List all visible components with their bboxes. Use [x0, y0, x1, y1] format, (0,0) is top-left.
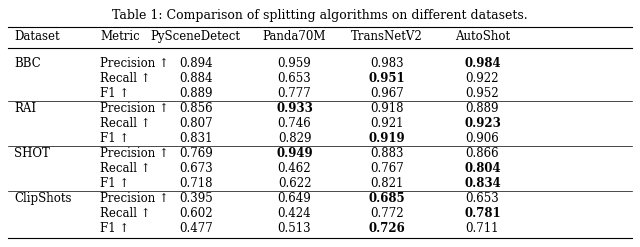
Text: 0.804: 0.804	[464, 162, 501, 175]
Text: 0.746: 0.746	[278, 117, 312, 130]
Text: 0.513: 0.513	[278, 222, 311, 235]
Text: 0.866: 0.866	[466, 147, 499, 160]
Text: 0.884: 0.884	[179, 72, 212, 85]
Text: 0.923: 0.923	[464, 117, 501, 130]
Text: 0.602: 0.602	[179, 207, 212, 220]
Text: 0.952: 0.952	[466, 87, 499, 100]
Text: 0.395: 0.395	[179, 192, 212, 205]
Text: 0.767: 0.767	[370, 162, 404, 175]
Text: 0.983: 0.983	[370, 57, 404, 70]
Text: F1 ↑: F1 ↑	[100, 222, 129, 235]
Text: 0.462: 0.462	[278, 162, 311, 175]
Text: 0.919: 0.919	[369, 132, 405, 145]
Text: F1 ↑: F1 ↑	[100, 87, 129, 100]
Text: 0.984: 0.984	[464, 57, 501, 70]
Text: 0.649: 0.649	[278, 192, 312, 205]
Text: 0.834: 0.834	[464, 177, 501, 190]
Text: 0.951: 0.951	[369, 72, 405, 85]
Text: 0.889: 0.889	[466, 102, 499, 115]
Text: 0.726: 0.726	[369, 222, 405, 235]
Text: 0.906: 0.906	[466, 132, 499, 145]
Text: 0.918: 0.918	[370, 102, 404, 115]
Text: 0.718: 0.718	[179, 177, 212, 190]
Text: Recall ↑: Recall ↑	[100, 207, 151, 220]
Text: 0.949: 0.949	[276, 147, 313, 160]
Text: AutoShot: AutoShot	[455, 30, 510, 43]
Text: 0.769: 0.769	[179, 147, 212, 160]
Text: 0.831: 0.831	[179, 132, 212, 145]
Text: 0.959: 0.959	[278, 57, 312, 70]
Text: Recall ↑: Recall ↑	[100, 162, 151, 175]
Text: Precision ↑: Precision ↑	[100, 102, 169, 115]
Text: 0.772: 0.772	[370, 207, 404, 220]
Text: 0.424: 0.424	[278, 207, 311, 220]
Text: 0.922: 0.922	[466, 72, 499, 85]
Text: 0.889: 0.889	[179, 87, 212, 100]
Text: 0.921: 0.921	[370, 117, 404, 130]
Text: 0.894: 0.894	[179, 57, 212, 70]
Text: 0.807: 0.807	[179, 117, 212, 130]
Text: Precision ↑: Precision ↑	[100, 147, 169, 160]
Text: TransNetV2: TransNetV2	[351, 30, 423, 43]
Text: Dataset: Dataset	[14, 30, 60, 43]
Text: 0.477: 0.477	[179, 222, 212, 235]
Text: Panda70M: Panda70M	[263, 30, 326, 43]
Text: 0.711: 0.711	[466, 222, 499, 235]
Text: F1 ↑: F1 ↑	[100, 177, 129, 190]
Text: F1 ↑: F1 ↑	[100, 132, 129, 145]
Text: 0.653: 0.653	[466, 192, 499, 205]
Text: SHOT: SHOT	[14, 147, 50, 160]
Text: 0.967: 0.967	[370, 87, 404, 100]
Text: RAI: RAI	[14, 102, 36, 115]
Text: 0.829: 0.829	[278, 132, 311, 145]
Text: 0.781: 0.781	[464, 207, 501, 220]
Text: BBC: BBC	[14, 57, 41, 70]
Text: Table 1: Comparison of splitting algorithms on different datasets.: Table 1: Comparison of splitting algorit…	[112, 9, 528, 22]
Text: 0.685: 0.685	[369, 192, 405, 205]
Text: 0.622: 0.622	[278, 177, 311, 190]
Text: 0.856: 0.856	[179, 102, 212, 115]
Text: 0.673: 0.673	[179, 162, 212, 175]
Text: 0.933: 0.933	[276, 102, 313, 115]
Text: Recall ↑: Recall ↑	[100, 72, 151, 85]
Text: ClipShots: ClipShots	[14, 192, 72, 205]
Text: 0.777: 0.777	[278, 87, 312, 100]
Text: PySceneDetect: PySceneDetect	[151, 30, 241, 43]
Text: 0.821: 0.821	[370, 177, 404, 190]
Text: Metric: Metric	[100, 30, 140, 43]
Text: Precision ↑: Precision ↑	[100, 192, 169, 205]
Text: 0.653: 0.653	[278, 72, 312, 85]
Text: 0.883: 0.883	[370, 147, 404, 160]
Text: Precision ↑: Precision ↑	[100, 57, 169, 70]
Text: Recall ↑: Recall ↑	[100, 117, 151, 130]
